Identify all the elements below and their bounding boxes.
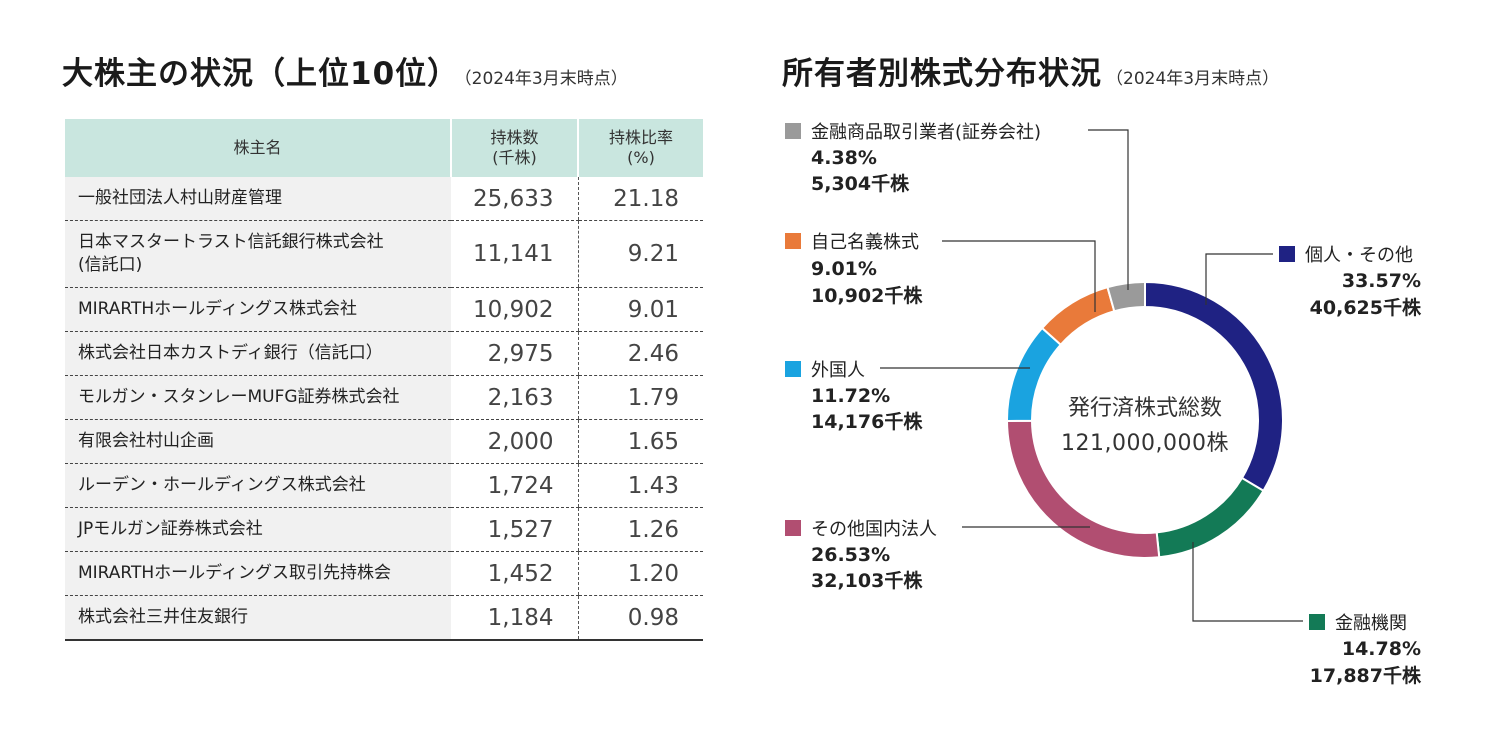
ownership-ratio: 1.79 (577, 375, 703, 420)
ownership-ratio: 9.21 (577, 220, 703, 288)
ownership-ratio: 1.20 (577, 551, 703, 596)
legend-swatch (1309, 614, 1325, 630)
legend-label: 自己名義株式 (811, 232, 919, 253)
legend-percent: 11.72% (811, 385, 891, 407)
header-ratio: 持株比率 (%) (577, 119, 703, 177)
legend-swatch (785, 520, 801, 536)
legend-label: 個人・その他 (1305, 245, 1413, 266)
legend-percent: 14.78% (1341, 638, 1421, 660)
shares-held: 1,724 (451, 463, 578, 508)
legend-label: 金融商品取引業者(証券会社) (811, 122, 1042, 143)
table-row: MIRARTHホールディングス株式会社 10,902 9.01 (65, 287, 703, 332)
shares-held: 2,000 (451, 419, 578, 464)
shares-held: 1,527 (451, 507, 578, 552)
donut-segment-financial (1155, 476, 1265, 559)
table-header-row: 株主名 持株数 (千株) 持株比率 (%) (65, 119, 703, 177)
shares-held: 2,163 (451, 375, 578, 420)
ownership-ratio: 1.65 (577, 419, 703, 464)
table-row: 一般社団法人村山財産管理 25,633 21.18 (65, 177, 703, 221)
shares-held: 1,184 (451, 595, 578, 641)
table-row: MIRARTHホールディングス取引先持株会 1,452 1.20 (65, 551, 703, 596)
header-shares: 持株数 (千株) (450, 119, 578, 177)
shareholder-name: MIRARTHホールディングス取引先持株会 (65, 551, 451, 596)
legend-shares: 17,887千株 (1309, 665, 1421, 687)
shareholder-name: 有限会社村山企画 (65, 419, 451, 464)
shareholder-name: 日本マスタートラスト信託銀行株式会社 (信託口) (65, 220, 451, 288)
legend-percent: 26.53% (811, 544, 891, 566)
legend-label: 外国人 (811, 360, 865, 381)
distribution-title: 所有者別株式分布状況 （2024年3月末時点） (782, 48, 1279, 93)
header-name: 株主名 (65, 119, 451, 177)
legend-swatch (785, 361, 801, 377)
shareholder-name: モルガン・スタンレーMUFG証券株式会社 (65, 375, 451, 420)
legend-shares: 32,103千株 (811, 570, 923, 592)
legend-percent: 9.01% (811, 258, 877, 280)
legend-swatch (785, 123, 801, 139)
donut-segment-securities (1106, 280, 1146, 313)
donut-center-label: 発行済株式総数 (1067, 396, 1222, 421)
ownership-ratio: 21.18 (577, 177, 703, 221)
table-row: 日本マスタートラスト信託銀行株式会社 (信託口) 11,141 9.21 (65, 220, 703, 288)
legend-swatch (785, 233, 801, 249)
shares-held: 1,452 (451, 551, 578, 596)
legend-percent: 4.38% (811, 147, 877, 169)
donut-segment-treasury (1040, 285, 1116, 347)
shares-held: 10,902 (451, 287, 578, 332)
shares-held: 11,141 (451, 220, 578, 288)
legend-label: 金融機関 (1335, 613, 1407, 634)
leader-line-securities (1088, 129, 1129, 290)
shareholders-date: （2024年3月末時点） (463, 69, 628, 89)
legend-swatch (1279, 246, 1295, 262)
distribution-title-text: 所有者別株式分布状況 (782, 56, 1102, 92)
shareholder-name: JPモルガン証券株式会社 (65, 507, 451, 552)
shareholders-title: 大株主の状況（上位10位） （2024年3月末時点） (62, 48, 628, 93)
shareholder-name: MIRARTHホールディングス株式会社 (65, 287, 451, 332)
distribution-date: （2024年3月末時点） (1106, 69, 1280, 89)
ownership-ratio: 0.98 (577, 595, 703, 641)
shareholder-name: ルーデン・ホールディングス株式会社 (65, 463, 451, 508)
table-row: 株式会社日本カストディ銀行（信託口） 2,975 2.46 (65, 331, 703, 376)
legend-shares: 40,625千株 (1309, 297, 1421, 319)
donut-center-value: 121,000,000株 (1061, 431, 1229, 456)
table-row: ルーデン・ホールディングス株式会社 1,724 1.43 (65, 463, 703, 508)
legend-shares: 10,902千株 (811, 285, 923, 307)
shares-held: 25,633 (451, 177, 578, 221)
ownership-ratio: 1.26 (577, 507, 703, 552)
legend-label: その他国内法人 (811, 519, 937, 540)
ownership-ratio: 2.46 (577, 331, 703, 376)
leader-line-financial (1192, 542, 1303, 622)
table-row: 有限会社村山企画 2,000 1.65 (65, 419, 703, 464)
legend-shares: 5,304千株 (811, 173, 910, 195)
leader-line-individual (1205, 253, 1273, 305)
ownership-ratio: 1.43 (577, 463, 703, 508)
legend-shares: 14,176千株 (811, 411, 923, 433)
shareholder-name: 株式会社三井住友銀行 (65, 595, 451, 641)
table-row: モルガン・スタンレーMUFG証券株式会社 2,163 1.79 (65, 375, 703, 420)
shares-held: 2,975 (451, 331, 578, 376)
shareholders-table: 株主名 持株数 (千株) 持株比率 (%) 一般社団法人村山財産管理 25,633 21… (65, 119, 703, 641)
shareholder-name: 一般社団法人村山財産管理 (65, 177, 451, 221)
shareholder-name: 株式会社日本カストディ銀行（信託口） (65, 331, 451, 376)
leader-line-treasury (942, 240, 1096, 312)
shareholders-title-text: 大株主の状況（上位10位） (62, 56, 460, 92)
table-row: JPモルガン証券株式会社 1,527 1.26 (65, 507, 703, 552)
legend-percent: 33.57% (1341, 270, 1421, 292)
ownership-ratio: 9.01 (577, 287, 703, 332)
table-row: 株式会社三井住友銀行 1,184 0.98 (65, 595, 703, 641)
